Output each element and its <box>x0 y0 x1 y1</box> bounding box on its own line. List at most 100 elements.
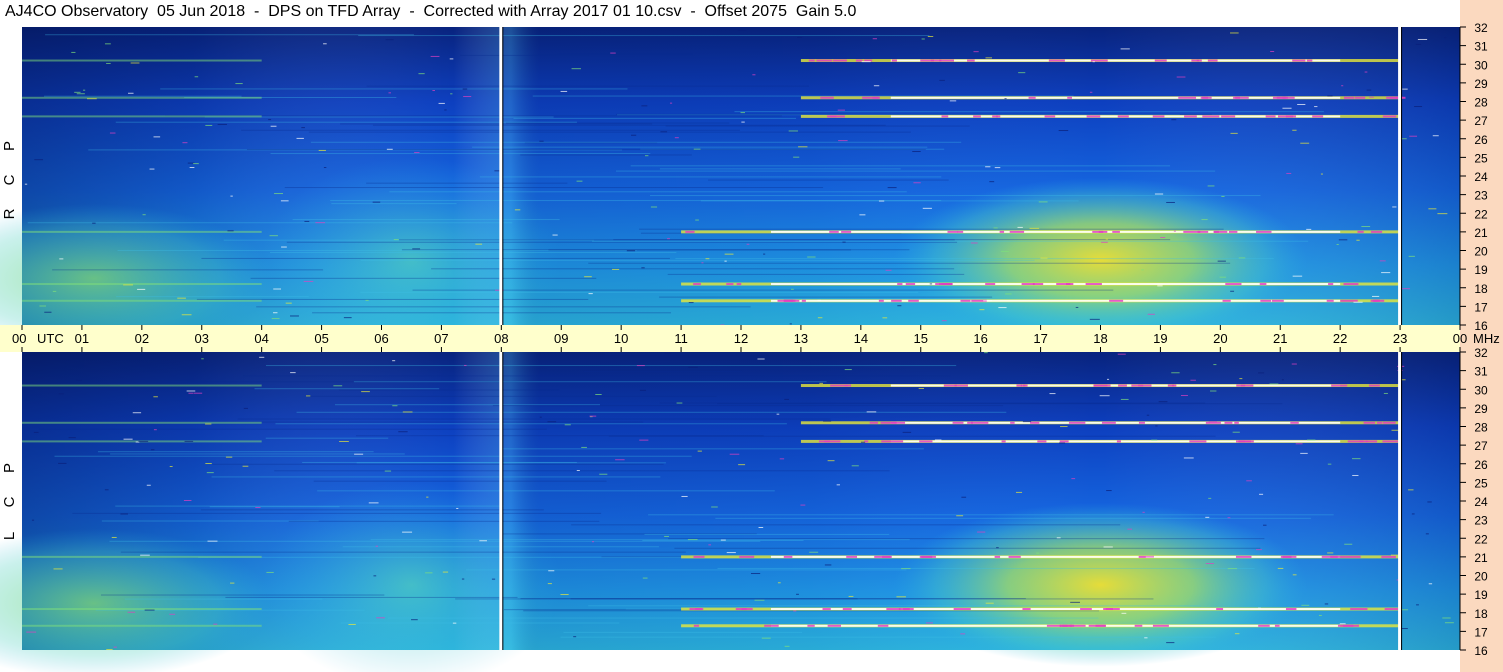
noise-speck <box>1158 401 1168 403</box>
polarization-label-letter: P <box>1 141 18 151</box>
interference-speck <box>818 440 830 443</box>
noise-speck <box>1307 439 1316 441</box>
striation <box>317 490 775 492</box>
noise-speck <box>58 462 67 464</box>
noise-speck <box>1190 379 1196 381</box>
noise-speck <box>1369 96 1374 98</box>
x-tick-label: 21 <box>1273 331 1287 346</box>
noise-speck <box>34 159 44 161</box>
interference-speck <box>1196 59 1202 62</box>
noise-speck <box>1281 379 1284 381</box>
noise-speck <box>402 531 413 533</box>
noise-speck <box>1038 201 1048 203</box>
interference-speck <box>816 59 833 62</box>
noise-speck <box>1058 442 1066 444</box>
striation <box>659 296 993 298</box>
polarization-label-letter: R <box>1 208 18 219</box>
striation <box>115 505 504 507</box>
striation <box>117 249 637 251</box>
noise-speck <box>206 472 214 474</box>
noise-speck <box>612 268 620 270</box>
noise-speck <box>1364 71 1368 73</box>
interference-speck <box>783 555 793 558</box>
x-tick-label: 01 <box>75 331 89 346</box>
noise-speck <box>181 314 192 316</box>
interference-speck <box>1368 384 1380 387</box>
striation <box>284 187 824 189</box>
y-tick-label: 24 <box>1474 170 1488 184</box>
interference-speck <box>947 230 959 233</box>
noise-speck <box>757 358 765 360</box>
noise-speck <box>591 541 595 543</box>
time-marker-line <box>499 352 503 650</box>
interference-speck <box>1152 115 1165 118</box>
noise-speck <box>270 125 277 127</box>
time-marker-line <box>499 27 503 325</box>
interference-speck <box>833 59 847 62</box>
striation <box>254 388 440 390</box>
noise-speck <box>1117 353 1126 355</box>
interference-speck <box>1381 555 1396 558</box>
noise-speck <box>1127 528 1133 530</box>
noise-speck <box>676 402 683 404</box>
noise-speck <box>361 391 370 393</box>
noise-speck <box>667 238 670 240</box>
striation <box>604 353 1145 355</box>
striation <box>412 289 1114 291</box>
noise-speck <box>1336 243 1339 245</box>
noise-speck <box>463 96 472 98</box>
peak-emission <box>893 502 1308 667</box>
noise-speck <box>76 379 82 381</box>
x-tick-label: 02 <box>135 331 149 346</box>
interference-speck <box>1292 59 1306 62</box>
interference-speck <box>1191 59 1200 62</box>
noise-speck <box>225 456 233 458</box>
noise-speck <box>177 297 186 299</box>
noise-speck <box>384 470 392 472</box>
noise-speck <box>860 441 866 443</box>
interference-speck <box>985 283 996 286</box>
striation <box>616 113 1212 115</box>
interference-speck <box>919 440 933 443</box>
noise-speck <box>1286 172 1292 174</box>
interference-speck <box>1028 96 1036 99</box>
noise-speck <box>1005 293 1012 295</box>
striation <box>389 191 907 193</box>
interference-speck <box>1046 624 1062 627</box>
interference-speck <box>1109 299 1124 302</box>
striation <box>708 179 949 181</box>
interference-speck <box>1235 555 1252 558</box>
noise-speck <box>872 38 877 40</box>
interference-speck <box>1105 608 1120 611</box>
chart-title: AJ4CO Observatory 05 Jun 2018 - DPS on T… <box>5 3 857 20</box>
utc-band-bg <box>0 325 1460 352</box>
noise-speck <box>961 496 967 498</box>
striation <box>95 609 365 611</box>
noise-speck <box>188 392 194 394</box>
noise-speck <box>385 39 394 41</box>
interference-speck <box>1117 115 1129 118</box>
interference-speck <box>1189 440 1207 443</box>
striation <box>668 538 1265 540</box>
noise-speck <box>977 531 986 533</box>
noise-speck <box>1018 72 1026 74</box>
striation <box>366 182 568 184</box>
noise-speck <box>59 258 64 260</box>
striation <box>639 228 1224 230</box>
noise-speck <box>927 36 934 38</box>
noise-speck <box>475 243 483 245</box>
noise-speck <box>956 515 964 517</box>
noise-speck <box>146 484 151 486</box>
interference-speck <box>695 608 704 611</box>
pre08-emission <box>261 157 562 363</box>
x-tick-label: 14 <box>854 331 868 346</box>
panel-top <box>0 27 1460 363</box>
interference-speck <box>872 96 879 99</box>
interference-speck <box>1092 230 1108 233</box>
noise-speck <box>184 440 194 442</box>
noise-speck <box>494 170 502 172</box>
noise-speck <box>153 396 158 398</box>
noise-speck <box>149 168 155 170</box>
interference-speck <box>1021 283 1035 286</box>
noise-speck <box>1258 607 1261 609</box>
